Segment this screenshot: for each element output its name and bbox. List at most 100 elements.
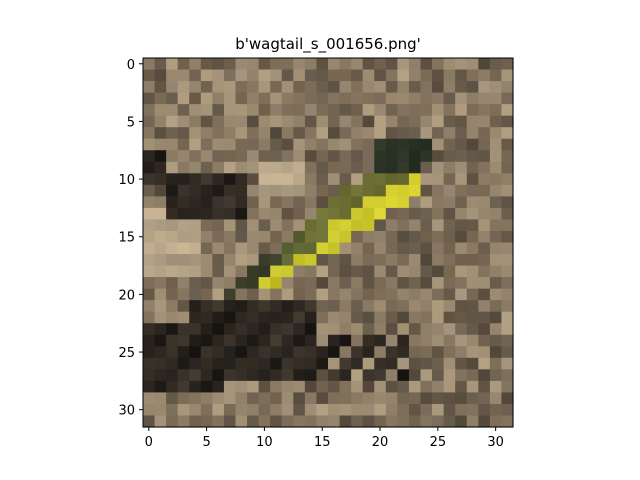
image-pixel (247, 242, 260, 255)
image-pixel (223, 323, 237, 336)
image-pixel (258, 323, 271, 336)
image-pixel (270, 69, 283, 82)
image-pixel (281, 161, 294, 174)
image-pixel (374, 219, 387, 232)
image-pixel (443, 242, 456, 255)
image-pixel (478, 288, 491, 301)
image-pixel (212, 311, 225, 324)
image-pixel (489, 115, 503, 128)
image-pixel (408, 81, 422, 94)
image-pixel (466, 334, 479, 347)
image-pixel (281, 242, 294, 255)
image-pixel (200, 323, 213, 336)
image-pixel (489, 58, 503, 71)
image-pixel (351, 127, 364, 140)
image-pixel (432, 196, 445, 209)
image-pixel (339, 254, 352, 267)
image-pixel (455, 323, 468, 336)
image-pixel (351, 196, 364, 209)
image-pixel (374, 357, 387, 370)
image-pixel (455, 207, 468, 221)
image-pixel (177, 104, 190, 117)
image-pixel (432, 357, 445, 370)
image-pixel (316, 323, 329, 336)
image-pixel (478, 323, 491, 336)
image-pixel (385, 219, 398, 232)
image-pixel (478, 115, 491, 128)
image-pixel (177, 334, 190, 347)
image-pixel (200, 230, 213, 244)
image-pixel (397, 230, 410, 244)
image-pixel (501, 127, 514, 140)
image-pixel (235, 219, 248, 232)
image-pixel (397, 288, 410, 301)
image-pixel (143, 58, 156, 71)
image-pixel (489, 242, 503, 255)
image-pixel (489, 380, 503, 394)
image-pixel (304, 288, 318, 301)
image-pixel (212, 184, 225, 197)
image-pixel (258, 219, 271, 232)
image-pixel (420, 115, 433, 128)
image-pixel (281, 230, 294, 244)
image-pixel (408, 92, 422, 105)
image-pixel (362, 323, 375, 336)
image-pixel (200, 369, 213, 382)
image-pixel (455, 277, 468, 290)
image-pixel (351, 161, 364, 174)
image-pixel (166, 127, 179, 140)
image-pixel (385, 69, 398, 82)
image-pixel (235, 127, 248, 140)
image-pixel (408, 369, 422, 382)
image-pixel (316, 288, 329, 301)
image-pixel (501, 415, 514, 428)
image-pixel (351, 184, 364, 197)
image-pixel (212, 300, 225, 313)
image-pixel (189, 127, 202, 140)
image-pixel (304, 58, 318, 71)
image-pixel (258, 150, 271, 163)
image-pixel (339, 311, 352, 324)
image-pixel (166, 357, 179, 370)
image-pixel (432, 323, 445, 336)
image-pixel (328, 242, 341, 255)
image-pixel (200, 184, 213, 197)
image-pixel (143, 173, 156, 186)
image-pixel (143, 161, 156, 174)
image-pixel (304, 219, 318, 232)
image-pixel (339, 415, 352, 428)
image-pixel (455, 300, 468, 313)
image-pixel (478, 403, 491, 417)
image-pixel (478, 300, 491, 313)
image-pixel (281, 184, 294, 197)
image-pixel (466, 58, 479, 71)
image-pixel (328, 300, 341, 313)
image-pixel (478, 254, 491, 267)
image-pixel (443, 81, 456, 94)
image-pixel (385, 196, 398, 209)
image-pixel (281, 69, 294, 82)
image-pixel (177, 357, 190, 370)
image-pixel (281, 150, 294, 163)
image-pixel (501, 58, 514, 71)
image-pixel (235, 58, 248, 71)
image-pixel (154, 196, 167, 209)
image-pixel (166, 311, 179, 324)
image-pixel (235, 323, 248, 336)
image-pixel (154, 127, 167, 140)
image-pixel (455, 380, 468, 394)
image-pixel (478, 334, 491, 347)
image-pixel (432, 300, 445, 313)
image-pixel (258, 380, 271, 394)
image-pixel (258, 277, 271, 290)
image-pixel (455, 115, 468, 128)
image-pixel (223, 127, 237, 140)
image-pixel (223, 81, 237, 94)
image-pixel (189, 184, 202, 197)
image-pixel (304, 265, 318, 278)
image-pixel (443, 415, 456, 428)
image-pixel (408, 127, 422, 140)
image-pixel (432, 92, 445, 105)
image-pixel (443, 196, 456, 209)
image-pixel (293, 207, 306, 221)
